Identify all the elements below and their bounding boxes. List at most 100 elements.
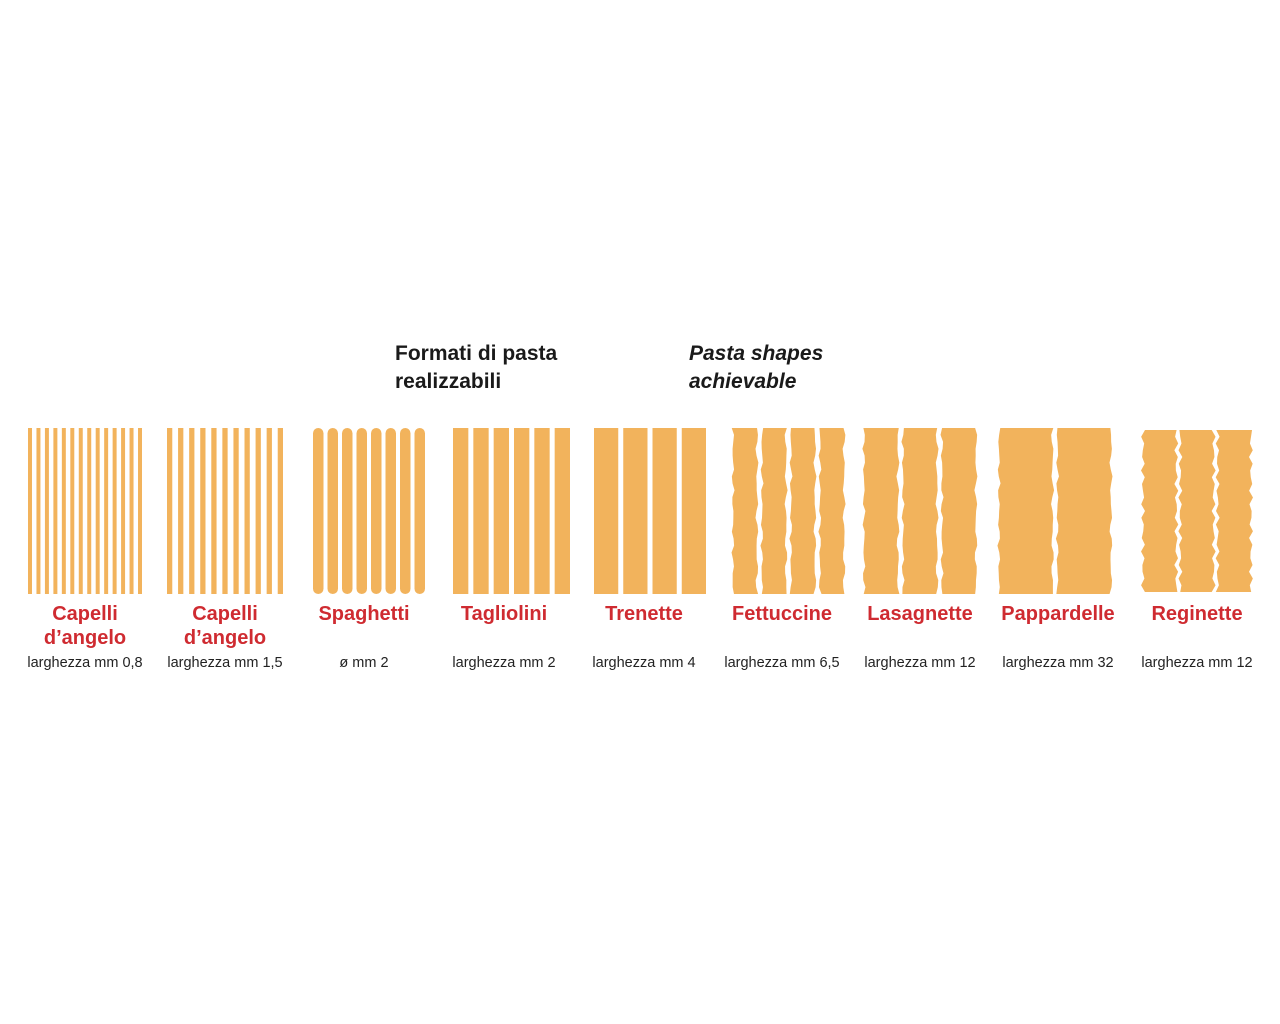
pasta-capelli-08-name-line-2: d’angelo: [43, 627, 127, 649]
fettuccine-strands: [731, 428, 846, 594]
tagliolini-strand: [514, 428, 530, 594]
capelli-15-strand: [178, 428, 184, 594]
pasta-fettuccine-illustration: [731, 428, 846, 594]
pasta-capelli-15-name: Capelli d’angelo: [150, 602, 300, 650]
pasta-capelli-08-name: Capelli d’angelo: [10, 602, 160, 650]
capelli-15-strand: [200, 428, 206, 594]
fettuccine-strand: [818, 428, 846, 594]
capelli-15-strand: [167, 428, 173, 594]
pappardelle-strands: [997, 428, 1113, 594]
lasagnette-strand: [901, 428, 939, 594]
capelli-08-strands: [28, 428, 142, 594]
spaghetti-strand: [371, 428, 382, 594]
pasta-tagliolini-width: larghezza mm 2: [452, 655, 556, 671]
trenette-strand: [594, 428, 619, 594]
pasta-trenette-width: larghezza mm 4: [592, 655, 696, 671]
pasta-spaghetti-illustration: [313, 428, 425, 594]
capelli-15-strand: [233, 428, 239, 594]
heading-english: Pasta shapes achievable: [689, 340, 823, 396]
capelli-08-strand: [78, 428, 83, 594]
pasta-tagliolini-illustration: [453, 428, 570, 594]
trenette-strand: [681, 428, 706, 594]
capelli-08-strand: [104, 428, 109, 594]
capelli-08-strand: [87, 428, 92, 594]
pasta-capelli-08-width: larghezza mm 0,8: [27, 655, 143, 671]
spaghetti-strands: [313, 428, 425, 594]
reginette-strand: [1178, 430, 1216, 592]
pasta-capelli-15-name-line-2: d’angelo: [183, 627, 267, 649]
trenette-strand: [652, 428, 677, 594]
reginette-strand: [1141, 430, 1179, 592]
spaghetti-strand: [385, 428, 396, 594]
tagliolini-strand: [554, 428, 570, 594]
pasta-capelli-08-illustration: [28, 428, 142, 594]
pasta-tagliolini-name-line-1: Tagliolini: [460, 603, 548, 625]
lasagnette-strand: [940, 428, 978, 594]
pasta-capelli-08-name-line-1: Capelli: [52, 603, 118, 625]
heading-italian-line-1: Formati di pasta: [395, 342, 558, 365]
heading-english-line-2: achievable: [689, 370, 797, 393]
capelli-15-strands: [167, 428, 283, 594]
spaghetti-strand: [313, 428, 324, 594]
pasta-trenette-illustration: [594, 428, 706, 594]
pasta-lasagnette-name: Lasagnette: [845, 602, 995, 626]
capelli-15-strand: [277, 428, 283, 594]
spaghetti-strand: [327, 428, 338, 594]
capelli-08-strand: [138, 428, 142, 594]
capelli-15-strand: [244, 428, 250, 594]
pasta-lasagnette-width: larghezza mm 12: [864, 655, 976, 671]
pasta-reginette-name-line-1: Reginette: [1151, 603, 1243, 625]
capelli-08-strand: [112, 428, 117, 594]
pasta-capelli-15-name-line-1: Capelli: [192, 603, 258, 625]
pasta-spaghetti-width: ø mm 2: [339, 655, 389, 671]
pasta-fettuccine-name: Fettuccine: [707, 602, 857, 626]
reginette-strand: [1215, 430, 1253, 592]
spaghetti-strand: [414, 428, 425, 594]
capelli-08-strand: [44, 428, 49, 594]
pasta-trenette-name-line-1: Trenette: [605, 603, 683, 625]
pasta-tagliolini-name: Tagliolini: [429, 602, 579, 626]
pappardelle-strand: [1055, 428, 1113, 594]
pasta-pappardelle-width: larghezza mm 32: [1002, 655, 1114, 671]
pasta-fettuccine-name-line-1: Fettuccine: [731, 603, 833, 625]
capelli-08-strand: [70, 428, 75, 594]
capelli-15-strand: [266, 428, 272, 594]
capelli-08-strand: [61, 428, 66, 594]
capelli-08-strand: [28, 428, 32, 594]
tagliolini-strand: [473, 428, 489, 594]
tagliolini-strand: [493, 428, 509, 594]
pasta-pappardelle-name-line-1: Pappardelle: [1001, 603, 1115, 625]
trenette-strands: [594, 428, 706, 594]
capelli-15-strand: [211, 428, 217, 594]
capelli-08-strand: [129, 428, 134, 594]
heading-italian: Formati di pasta realizzabili: [395, 340, 557, 396]
lasagnette-strands: [862, 428, 978, 594]
pasta-reginette-name: Reginette: [1122, 602, 1272, 626]
spaghetti-strand: [342, 428, 353, 594]
capelli-15-strand: [255, 428, 261, 594]
pasta-lasagnette-name-line-1: Lasagnette: [867, 603, 973, 625]
tagliolini-strand: [453, 428, 469, 594]
fettuccine-strand: [789, 428, 817, 594]
pasta-capelli-15-width: larghezza mm 1,5: [167, 655, 283, 671]
capelli-08-strand: [95, 428, 100, 594]
reginette-strands: [1141, 430, 1253, 592]
pasta-reginette-width: larghezza mm 12: [1141, 655, 1253, 671]
pasta-capelli-15-illustration: [167, 428, 283, 594]
tagliolini-strands: [453, 428, 570, 594]
pasta-spaghetti-name-line-1: Spaghetti: [318, 603, 410, 625]
heading-english-line-1: Pasta shapes: [689, 342, 824, 365]
pasta-spaghetti-name: Spaghetti: [289, 602, 439, 626]
capelli-08-strand: [121, 428, 126, 594]
capelli-08-strand: [53, 428, 58, 594]
fettuccine-strand: [731, 428, 759, 594]
pasta-pappardelle-illustration: [997, 428, 1113, 594]
fettuccine-strand: [760, 428, 788, 594]
heading-italian-line-2: realizzabili: [395, 370, 502, 393]
tagliolini-strand: [534, 428, 550, 594]
trenette-strand: [623, 428, 648, 594]
spaghetti-strand: [400, 428, 411, 594]
lasagnette-strand: [862, 428, 900, 594]
pappardelle-strand: [997, 428, 1055, 594]
capelli-08-strand: [36, 428, 41, 594]
